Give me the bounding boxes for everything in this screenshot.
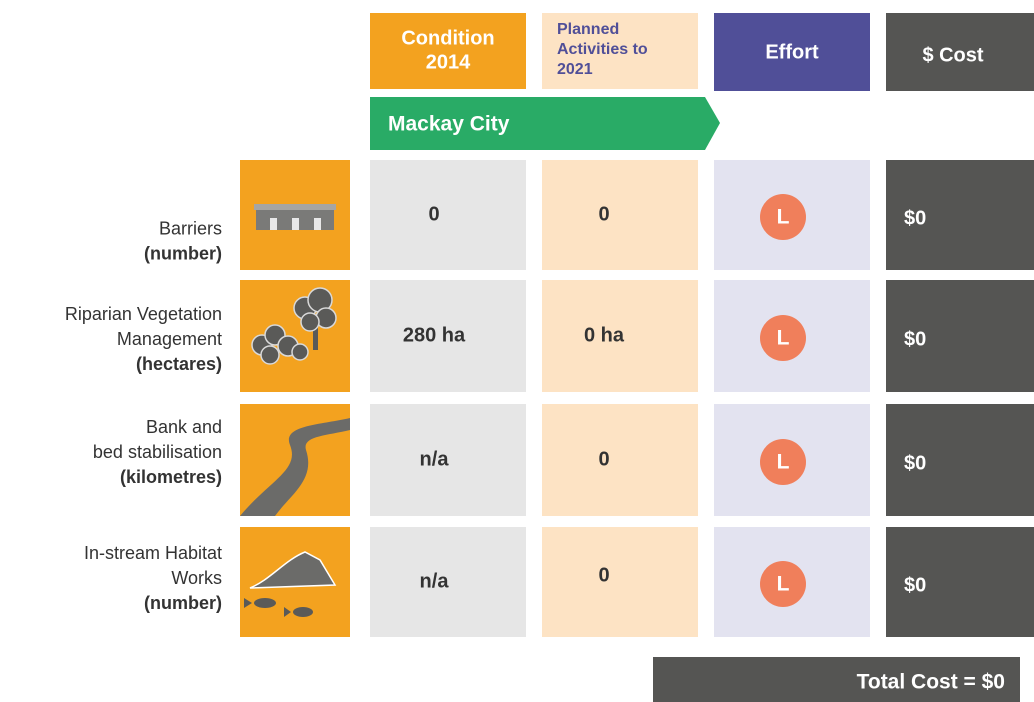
total-bar <box>653 657 1020 702</box>
vegetation-icon <box>251 287 337 365</box>
effort-value: L <box>777 206 790 229</box>
effort-value: L <box>777 327 790 350</box>
effort-badge <box>760 439 806 485</box>
cost-cell <box>886 527 1034 637</box>
effort-badge <box>760 315 806 361</box>
planned-header <box>542 13 698 89</box>
cost-header-text: $ Cost <box>922 44 983 66</box>
row-label: (kilometres) <box>120 467 222 487</box>
planned-value: 0 <box>598 448 609 470</box>
row-label: In-stream Habitat <box>84 543 222 563</box>
river-icon <box>240 418 350 516</box>
effort-value: L <box>777 573 790 596</box>
condition-cell <box>370 404 526 516</box>
planned-value: 0 ha <box>584 324 625 346</box>
effort-header-text: Effort <box>765 41 819 63</box>
condition-cell <box>370 160 526 270</box>
planned-header-text: Planned <box>557 21 619 38</box>
effort-badge <box>760 194 806 240</box>
habitat-icon <box>244 551 337 617</box>
condition-value: 0 <box>428 203 439 225</box>
planned-cell <box>542 527 698 637</box>
cost-cell <box>886 160 1034 270</box>
cost-value: $0 <box>904 452 926 474</box>
row-label: Riparian Vegetation <box>65 304 222 324</box>
planned-cell <box>542 280 698 392</box>
region-banner <box>370 97 720 150</box>
condition-value: 280 ha <box>403 324 466 346</box>
row-label: (number) <box>144 593 222 613</box>
condition-cell <box>370 280 526 392</box>
cost-cell <box>886 280 1034 392</box>
row-label: Works <box>171 568 222 588</box>
row-label: Management <box>117 329 222 349</box>
planned-header-text: 2021 <box>557 61 593 78</box>
cost-value: $0 <box>904 207 926 229</box>
row-label: (hectares) <box>136 354 222 374</box>
planned-header-text: Activities to <box>557 41 648 58</box>
barrier-icon <box>254 204 336 230</box>
row-label: Barriers <box>159 218 222 238</box>
cost-value: $0 <box>904 328 926 350</box>
planned-value: 0 <box>598 203 609 225</box>
total-cost: Total Cost = $0 <box>857 671 1005 694</box>
row-label: Bank and <box>146 417 222 437</box>
cost-cell <box>886 404 1034 516</box>
condition-value: n/a <box>420 570 450 592</box>
row-label: (number) <box>144 243 222 263</box>
effort-value: L <box>777 451 790 474</box>
effort-header <box>714 13 870 91</box>
condition-header-text: 2014 <box>426 51 471 73</box>
planned-value: 0 <box>598 564 609 586</box>
row-label: bed stabilisation <box>93 442 222 462</box>
condition-value: n/a <box>420 448 450 470</box>
condition-header-text: Condition <box>401 27 494 49</box>
condition-header <box>370 13 526 89</box>
cost-value: $0 <box>904 574 926 596</box>
cost-header <box>886 13 1034 91</box>
region-name: Mackay City <box>388 113 510 136</box>
effort-badge <box>760 561 806 607</box>
planned-cell <box>542 404 698 516</box>
planned-cell <box>542 160 698 270</box>
condition-cell <box>370 527 526 637</box>
